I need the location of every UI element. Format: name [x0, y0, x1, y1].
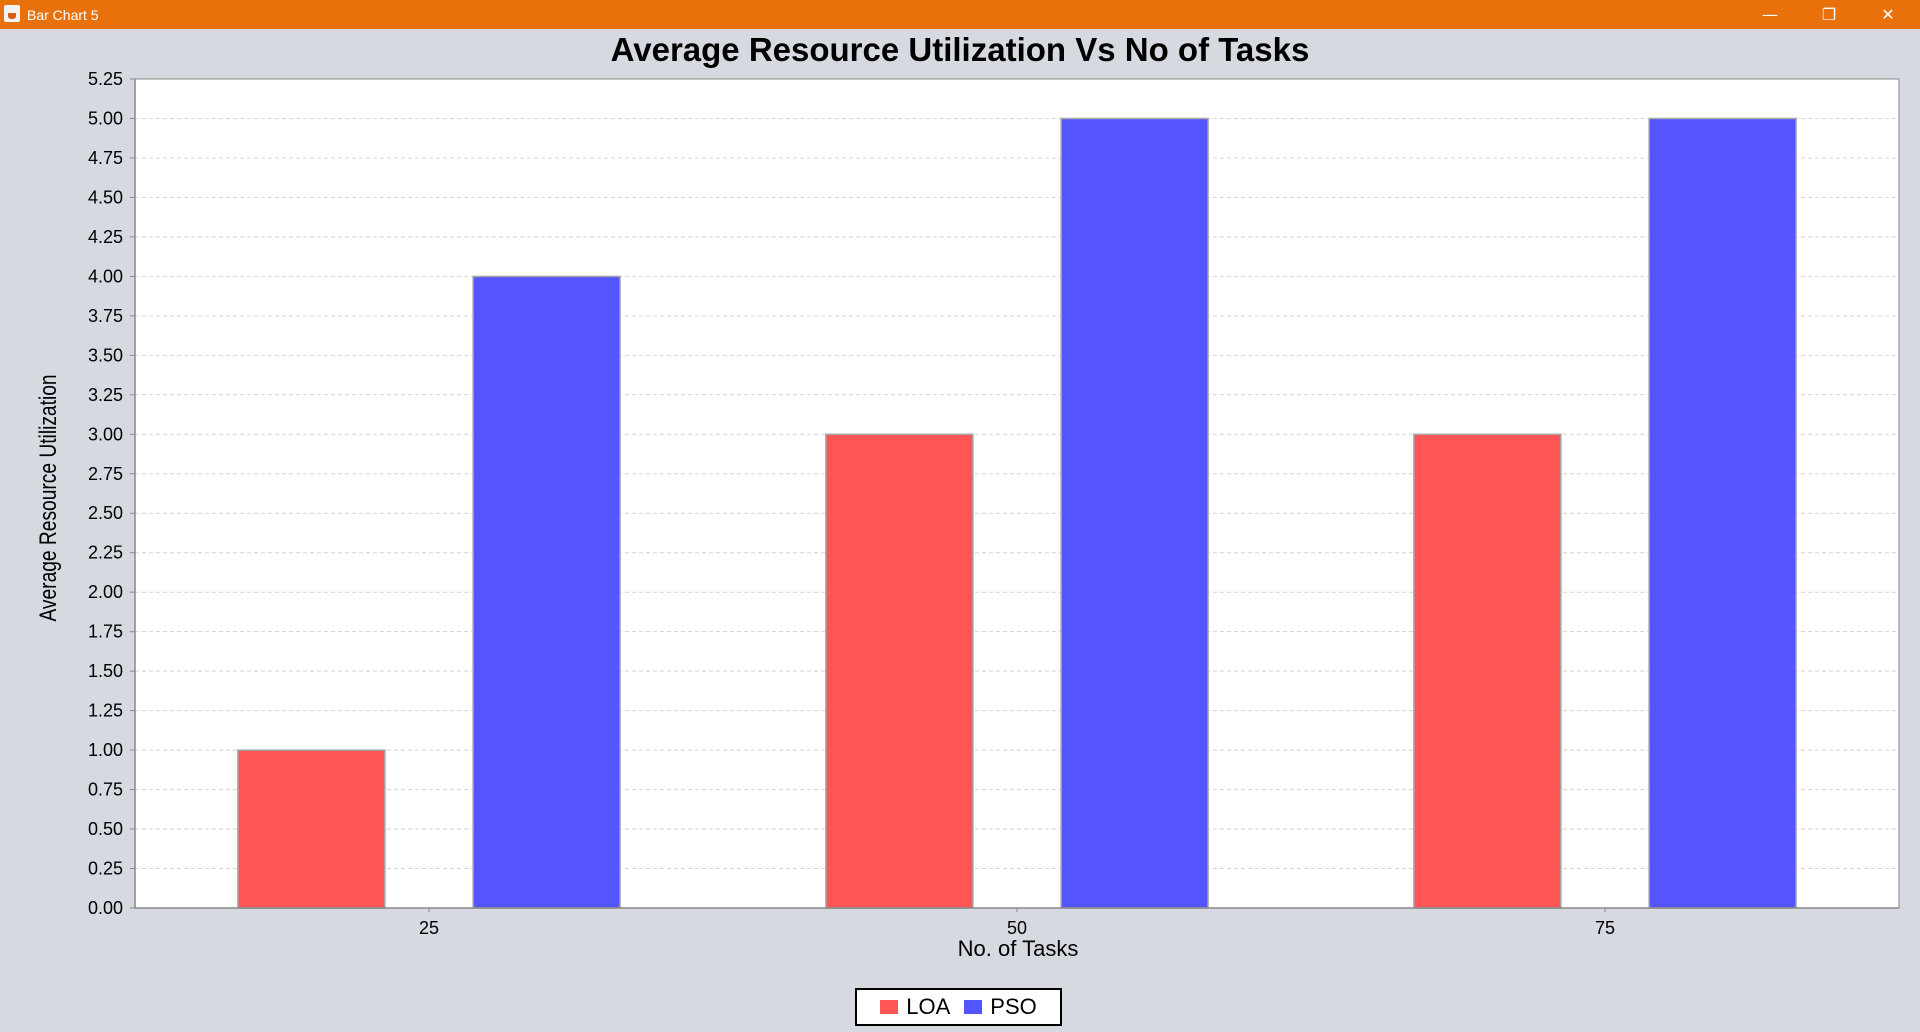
x-axis-label: No. of Tasks [958, 936, 1079, 961]
legend-swatch-loa [880, 1000, 899, 1014]
bar-loa-75 [1413, 433, 1562, 909]
y-tick-label: 2.25 [88, 543, 123, 563]
legend-label-pso: PSO [990, 994, 1037, 1019]
gridlines [135, 117, 1899, 870]
java-app-icon [4, 5, 20, 22]
title-bar: Bar Chart 5 — ❐ ✕ [0, 0, 1920, 29]
y-tick-label: 3.50 [88, 345, 123, 365]
bar-chart: Average Resource Utilization Vs No of Ta… [34, 31, 1900, 961]
y-tick-label: 2.00 [88, 582, 123, 602]
bar-pso-50 [1060, 117, 1209, 909]
bar-loa-25 [237, 749, 386, 909]
x-axis-ticks: 25 50 75 [419, 908, 1615, 938]
bar-pso-75 [1648, 117, 1797, 909]
legend-swatch-pso [964, 1000, 983, 1014]
y-tick-label: 3.75 [88, 306, 123, 326]
plot-area [134, 78, 1900, 909]
y-tick-label: 4.00 [88, 266, 123, 286]
x-tick-label: 75 [1595, 918, 1615, 938]
chart-title: Average Resource Utilization Vs No of Ta… [611, 31, 1310, 68]
bar-pso-25 [472, 275, 621, 909]
y-tick-label: 0.25 [88, 859, 123, 879]
x-tick-label: 25 [419, 918, 439, 938]
y-axis-ticks: 0.00 0.25 0.50 0.75 1.00 1.25 1.50 1.75 2.00 2.25… [88, 69, 135, 918]
window-title: Bar Chart 5 [27, 7, 99, 23]
y-tick-label: 1.50 [88, 661, 123, 681]
legend-item-pso: PSO [964, 994, 1037, 1020]
bar-loa-50 [825, 433, 974, 909]
y-tick-label: 3.00 [88, 424, 123, 444]
y-tick-label: 2.50 [88, 503, 123, 523]
y-tick-label: 5.25 [88, 69, 123, 89]
y-tick-label: 1.00 [88, 740, 123, 760]
x-tick-label: 50 [1007, 918, 1027, 938]
y-tick-label: 0.00 [88, 898, 123, 918]
y-tick-label: 4.25 [88, 227, 123, 247]
y-axis-label: Average Resource Utilization [34, 374, 62, 621]
y-tick-label: 1.75 [88, 622, 123, 642]
close-button[interactable]: ✕ [1881, 5, 1895, 24]
restore-button[interactable]: ❐ [1821, 5, 1837, 24]
minimize-button[interactable]: — [1762, 5, 1778, 24]
y-tick-label: 0.50 [88, 819, 123, 839]
y-tick-label: 0.75 [88, 780, 123, 800]
y-tick-label: 2.75 [88, 464, 123, 484]
y-tick-label: 4.75 [88, 148, 123, 168]
bars [237, 117, 1797, 909]
y-tick-label: 3.25 [88, 385, 123, 405]
y-tick-label: 5.00 [88, 108, 123, 128]
y-tick-label: 1.25 [88, 701, 123, 721]
y-tick-label: 4.50 [88, 187, 123, 207]
legend-label-loa: LOA [906, 994, 951, 1019]
legend-item-loa: LOA [880, 994, 950, 1020]
legend: LOA PSO [855, 988, 1062, 1026]
